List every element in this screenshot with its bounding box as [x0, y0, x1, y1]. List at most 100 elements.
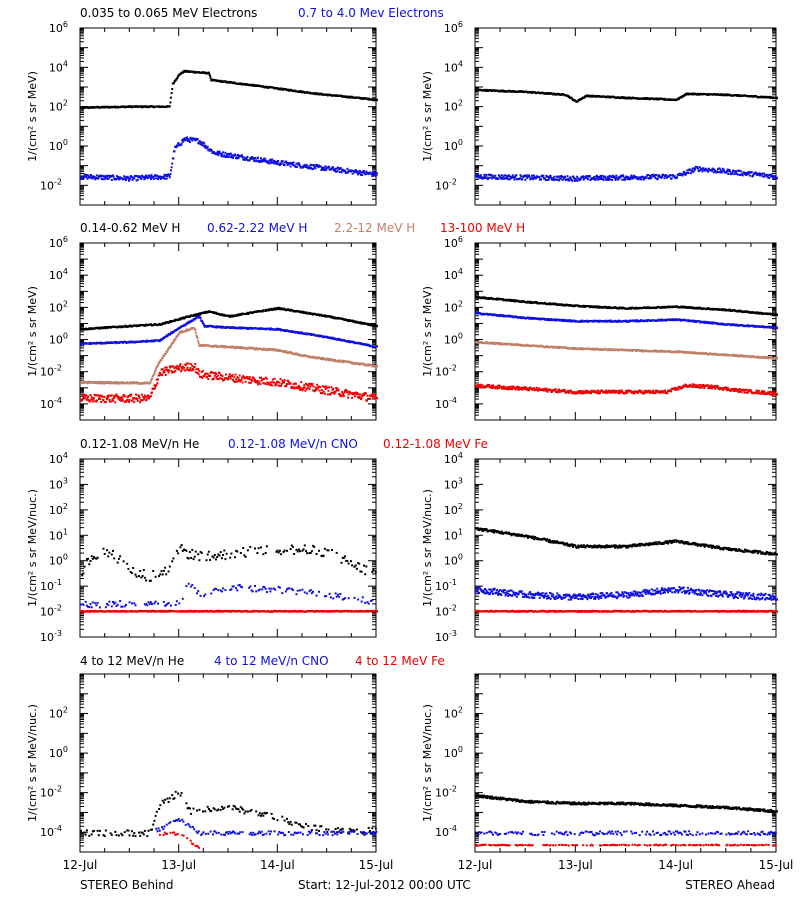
data-point: [755, 172, 758, 175]
data-point: [691, 167, 694, 170]
data-point: [546, 179, 549, 181]
data-point: [335, 389, 338, 392]
data-point: [313, 165, 316, 168]
data-point: [129, 177, 132, 180]
data-point: [350, 392, 353, 395]
data-point: [299, 386, 302, 389]
data-point: [161, 368, 164, 371]
data-point: [502, 298, 505, 301]
data-point: [278, 384, 281, 387]
data-point: [244, 376, 246, 379]
data-point: [501, 90, 504, 93]
data-point: [108, 399, 111, 401]
data-point: [263, 160, 266, 163]
data-point: [491, 177, 494, 180]
data-point: [275, 308, 278, 311]
data-point: [141, 399, 144, 402]
data-point: [339, 167, 342, 170]
data-point: [223, 346, 226, 349]
data-point: [223, 378, 226, 381]
data-point: [204, 145, 207, 148]
data-point: [179, 363, 182, 366]
series-blue: [80, 315, 378, 348]
data-point: [260, 157, 262, 160]
data-point: [242, 346, 245, 349]
data-point: [334, 167, 337, 170]
data-point: [309, 163, 312, 166]
data-point: [106, 398, 108, 401]
data-point: [257, 383, 259, 386]
data-point: [499, 176, 502, 179]
data-point: [376, 365, 378, 367]
data-point: [375, 174, 378, 177]
data-point: [118, 178, 121, 181]
data-point: [110, 175, 113, 178]
data-point: [127, 395, 130, 397]
data-point: [259, 383, 262, 386]
data-point: [294, 382, 297, 385]
data-point: [613, 175, 616, 178]
data-point: [168, 346, 171, 349]
data-point: [98, 398, 101, 400]
data-point: [212, 378, 214, 381]
data-point: [298, 163, 301, 166]
data-point: [624, 178, 627, 181]
data-point: [624, 176, 627, 179]
data-point: [336, 388, 339, 391]
data-point: [220, 153, 223, 155]
data-point: [161, 374, 164, 377]
data-point: [310, 167, 313, 169]
data-point: [193, 366, 196, 368]
data-point: [623, 178, 626, 181]
data-point: [163, 371, 166, 374]
data-point: [316, 387, 319, 390]
data-point: [500, 177, 503, 180]
data-point: [277, 384, 280, 387]
data-point: [747, 173, 750, 176]
data-point: [145, 340, 148, 343]
data-point: [112, 174, 114, 177]
data-point: [305, 382, 307, 385]
data-point: [244, 158, 247, 161]
data-point: [342, 393, 345, 396]
data-point: [117, 396, 120, 399]
data-point: [712, 171, 715, 174]
data-point: [366, 394, 369, 397]
data-point: [314, 92, 317, 95]
data-point: [194, 363, 197, 366]
data-point: [338, 392, 341, 395]
data-point: [331, 391, 333, 394]
data-point: [176, 364, 179, 367]
data-point: [715, 171, 718, 174]
data-point: [121, 397, 124, 400]
data-point: [228, 155, 231, 158]
data-point: [226, 153, 229, 156]
data-point: [631, 175, 634, 178]
data-point: [289, 351, 291, 353]
data-point: [197, 340, 200, 343]
data-point: [748, 171, 751, 174]
data-point: [102, 382, 105, 385]
data-point: [194, 139, 197, 142]
data-point: [293, 387, 296, 390]
data-point: [302, 166, 304, 169]
data-point: [254, 381, 257, 384]
data-point: [237, 377, 240, 380]
data-point: [101, 178, 104, 181]
data-point: [283, 379, 286, 382]
data-point: [152, 374, 155, 377]
data-point: [343, 391, 346, 394]
data-point: [220, 154, 223, 157]
data-point: [93, 397, 95, 400]
data-point: [124, 395, 127, 398]
data-point: [175, 365, 178, 368]
data-point: [556, 178, 559, 181]
data-point: [261, 310, 264, 313]
data-point: [359, 321, 362, 324]
data-point: [110, 400, 113, 403]
data-point: [139, 176, 142, 179]
data-point: [166, 350, 169, 353]
data-point: [697, 167, 700, 170]
data-point: [535, 301, 538, 304]
data-point: [241, 381, 244, 384]
